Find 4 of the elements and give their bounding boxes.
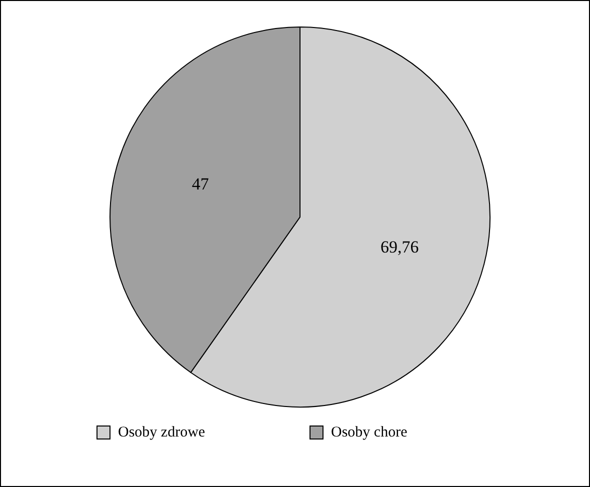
data-label: 69,76 <box>380 237 419 256</box>
legend-label: Osoby zdrowe <box>118 424 206 440</box>
legend-label: Osoby chore <box>331 424 408 440</box>
data-label: 47 <box>192 174 210 194</box>
